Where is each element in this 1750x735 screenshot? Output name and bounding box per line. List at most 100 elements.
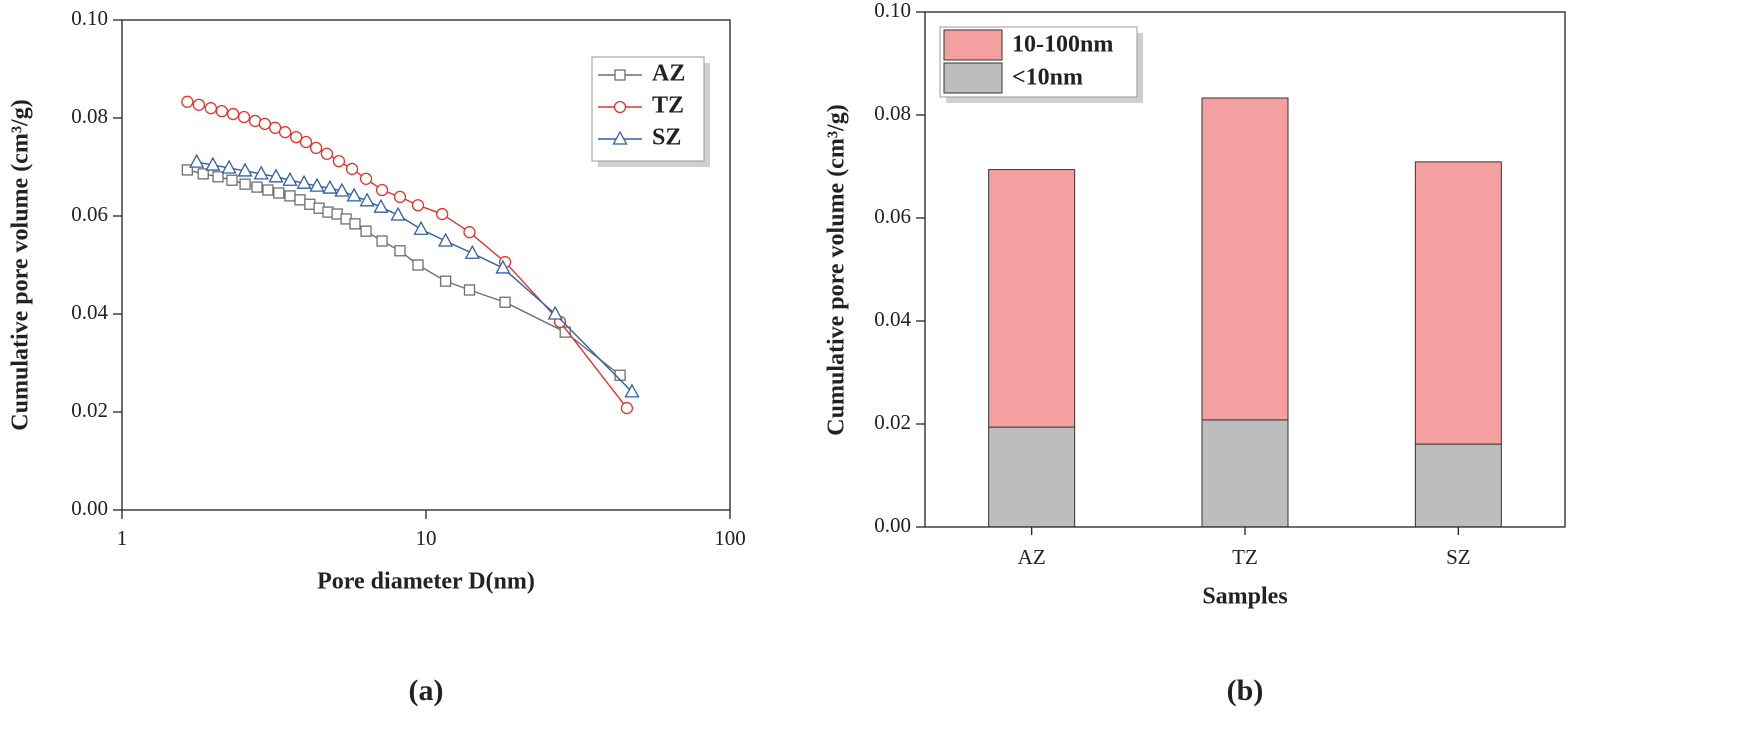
- marker: [624, 383, 640, 398]
- marker: [547, 305, 563, 320]
- marker: [346, 187, 362, 202]
- marker: [204, 102, 217, 115]
- marker: [278, 126, 292, 139]
- marker: [320, 147, 334, 160]
- marker: [269, 121, 282, 134]
- caption: (b): [1227, 674, 1264, 707]
- marker: [197, 168, 209, 180]
- series-line: [187, 101, 628, 409]
- marker: [435, 207, 449, 221]
- marker: [181, 95, 194, 108]
- marker: [221, 159, 237, 174]
- y-tick-label: 0.04: [874, 307, 911, 331]
- legend-label: AZ: [652, 61, 685, 87]
- marker: [253, 165, 269, 180]
- marker: [282, 171, 298, 186]
- marker: [226, 107, 240, 121]
- marker: [273, 187, 285, 199]
- marker: [251, 181, 263, 193]
- plot-frame: [924, 11, 1566, 528]
- marker: [239, 178, 251, 190]
- marker: [181, 164, 193, 176]
- marker: [294, 194, 306, 206]
- marker: [334, 182, 350, 197]
- marker: [237, 110, 251, 124]
- marker: [309, 177, 325, 192]
- marker: [499, 296, 511, 308]
- marker: [332, 154, 346, 168]
- legend-label: <10nm: [1012, 65, 1083, 91]
- marker: [290, 130, 303, 144]
- x-axis-title: Pore diameter D(nm): [317, 569, 535, 595]
- bar-segment: [1414, 443, 1502, 528]
- bar-segment: [988, 169, 1076, 428]
- marker: [412, 259, 424, 271]
- marker: [304, 198, 316, 210]
- marker: [349, 218, 361, 230]
- y-axis-title: Cumulative pore volume (cm³/g): [824, 104, 850, 435]
- marker: [226, 174, 238, 186]
- caption: (a): [409, 674, 444, 707]
- marker: [284, 190, 296, 202]
- y-tick-label: 0.04: [71, 300, 108, 324]
- plot-frame: [121, 19, 731, 511]
- bar-segment: [1201, 97, 1289, 421]
- y-tick-label: 0.08: [71, 104, 108, 128]
- bar-segment: [988, 426, 1076, 528]
- marker: [212, 171, 224, 183]
- marker: [360, 225, 372, 237]
- marker: [463, 284, 476, 296]
- marker: [559, 326, 571, 338]
- marker: [620, 401, 634, 415]
- bar-segment: [1414, 161, 1502, 445]
- y-tick-label: 0.00: [71, 496, 108, 520]
- x-tick-label: AZ: [1018, 545, 1046, 569]
- x-tick-label: 10: [416, 526, 437, 550]
- legend-label: SZ: [652, 125, 681, 151]
- legend-box: [591, 56, 705, 162]
- x-axis-title: Samples: [1202, 584, 1287, 610]
- marker: [394, 245, 406, 257]
- marker: [345, 162, 359, 176]
- marker: [189, 153, 205, 168]
- legend-label: 10-100nm: [1012, 32, 1113, 58]
- marker: [192, 98, 206, 111]
- marker: [215, 104, 228, 118]
- y-tick-label: 0.08: [874, 101, 911, 125]
- marker: [612, 130, 628, 145]
- marker: [237, 162, 253, 177]
- y-tick-label: 0.06: [874, 204, 911, 228]
- legend-swatch: [943, 29, 1003, 61]
- marker: [309, 141, 323, 155]
- marker: [411, 199, 425, 212]
- bar-segment: [1201, 419, 1289, 528]
- marker: [359, 192, 375, 207]
- legend-swatch: [943, 62, 1003, 94]
- x-tick-label: SZ: [1446, 545, 1471, 569]
- y-axis-title: Cumulative pore volume (cm³/g): [8, 99, 34, 430]
- y-tick-label: 0.06: [71, 202, 108, 226]
- x-tick-label: 100: [714, 526, 746, 550]
- y-tick-label: 0.02: [874, 410, 911, 434]
- marker: [262, 184, 274, 196]
- marker: [322, 179, 338, 194]
- legend-label: TZ: [652, 93, 684, 119]
- marker: [296, 174, 312, 189]
- marker: [375, 183, 389, 197]
- series-line: [196, 161, 633, 393]
- marker: [614, 69, 626, 81]
- marker: [413, 220, 429, 235]
- marker: [464, 244, 480, 259]
- y-tick-label: 0.02: [71, 398, 108, 422]
- marker: [268, 168, 284, 183]
- x-tick-label: 1: [117, 526, 128, 550]
- marker: [376, 235, 388, 247]
- marker: [613, 100, 627, 114]
- y-tick-label: 0.10: [71, 6, 108, 30]
- marker: [438, 232, 454, 247]
- marker: [393, 190, 407, 204]
- marker: [614, 369, 626, 381]
- marker: [390, 206, 406, 221]
- marker: [299, 135, 313, 149]
